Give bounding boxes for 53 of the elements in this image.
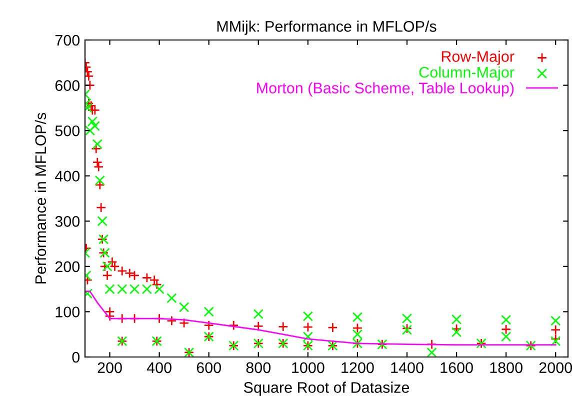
y-tick-label: 300	[55, 216, 80, 227]
legend-label: Row-Major	[442, 50, 514, 65]
point	[92, 139, 102, 150]
point	[352, 312, 363, 322]
x-tick-label: 400	[146, 362, 172, 374]
y-tick-label: 200	[55, 261, 80, 272]
point	[352, 329, 363, 340]
x-tick-label: 1200	[342, 362, 374, 374]
x-tick-label: 1000	[292, 362, 324, 374]
x-tick-label: 600	[196, 362, 221, 374]
x-tick-label: 1800	[490, 362, 522, 374]
chart-title: MMijk: Performance in MFLOP/s	[217, 20, 436, 35]
legend-label: Morton (Basic Scheme, Table Lookup)	[257, 82, 514, 96]
y-tick-label: 700	[55, 34, 80, 46]
y-tick-label: 600	[55, 80, 80, 91]
point	[97, 216, 108, 226]
x-tick-label: 800	[246, 362, 271, 374]
point	[129, 284, 140, 294]
point	[500, 314, 512, 325]
point	[166, 293, 177, 304]
point	[85, 125, 96, 136]
point	[550, 316, 561, 326]
y-tick-label: 500	[55, 125, 80, 136]
x-tick-label: 200	[98, 362, 122, 374]
point	[102, 261, 112, 272]
point	[253, 308, 264, 320]
point	[550, 336, 561, 346]
point	[90, 120, 100, 132]
point	[204, 306, 214, 317]
y-axis-title: Performance in MFLOP/s	[34, 112, 46, 284]
point	[94, 175, 105, 186]
x-axis-title: Square Root of Datasize	[244, 382, 410, 396]
y-tick-label: 100	[56, 306, 80, 318]
point	[451, 327, 462, 338]
point	[104, 284, 115, 294]
point	[402, 313, 412, 324]
point	[154, 284, 164, 294]
point	[426, 347, 437, 357]
point	[302, 332, 314, 342]
point	[178, 302, 190, 312]
line-series	[85, 290, 556, 346]
point	[87, 116, 98, 127]
x-tick-label: 1600	[440, 362, 473, 374]
legend-label: Column-Major	[419, 66, 514, 81]
y-tick-label: 400	[55, 170, 80, 182]
point	[117, 284, 128, 294]
point	[302, 311, 314, 322]
point	[142, 284, 152, 294]
point	[500, 332, 512, 342]
x-tick-label: 2000	[539, 362, 572, 374]
x-tick-label: 1400	[391, 362, 424, 374]
y-tick-label: 0	[72, 352, 80, 363]
point	[451, 314, 462, 324]
